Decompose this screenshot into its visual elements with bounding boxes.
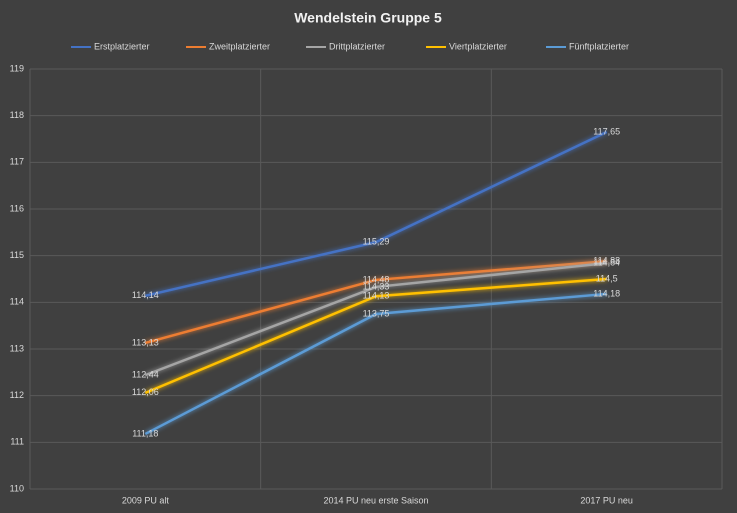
data-label: 113,13 bbox=[132, 337, 159, 347]
series-line bbox=[144, 292, 607, 436]
data-label: 114,48 bbox=[363, 274, 390, 284]
x-tick-label: 2014 PU neu erste Saison bbox=[323, 495, 428, 505]
data-label: 114,13 bbox=[363, 291, 390, 301]
series-line bbox=[144, 261, 607, 377]
y-tick-label: 115 bbox=[10, 250, 24, 260]
data-label: 117,65 bbox=[593, 126, 620, 136]
series-line bbox=[145, 260, 607, 345]
y-tick-label: 119 bbox=[10, 63, 24, 73]
data-label: 112,44 bbox=[132, 370, 159, 380]
y-tick-label: 113 bbox=[10, 343, 24, 353]
legend-label: Erstplatzierter bbox=[94, 41, 150, 51]
series-line bbox=[145, 130, 608, 298]
data-label: 114,84 bbox=[593, 258, 620, 268]
data-label: 112,06 bbox=[132, 387, 159, 397]
chart-title: Wendelstein Gruppe 5 bbox=[294, 10, 442, 26]
y-tick-label: 117 bbox=[10, 157, 24, 167]
x-tick-label: 2009 PU alt bbox=[122, 495, 170, 505]
legend-label: Zweitplatzierter bbox=[209, 41, 270, 51]
data-label: 114,18 bbox=[593, 288, 620, 298]
x-tick-label: 2017 PU neu bbox=[580, 495, 633, 505]
legend-label: Drittplatzierter bbox=[329, 41, 385, 51]
y-tick-label: 114 bbox=[10, 297, 24, 307]
data-label: 114,33 bbox=[363, 281, 390, 291]
data-label: 111,18 bbox=[132, 428, 158, 438]
data-label: 114,88 bbox=[593, 256, 620, 266]
y-tick-label: 112 bbox=[10, 390, 24, 400]
data-label: 113,75 bbox=[363, 308, 390, 318]
data-label: 115,29 bbox=[363, 237, 390, 247]
legend-label: Viertplatzierter bbox=[449, 41, 507, 51]
y-tick-label: 118 bbox=[10, 110, 24, 120]
data-label: 114,5 bbox=[596, 273, 618, 283]
legend-label: Fünftplatzierter bbox=[569, 41, 629, 51]
data-label: 114,14 bbox=[132, 290, 159, 300]
y-tick-label: 110 bbox=[10, 483, 24, 493]
y-tick-label: 111 bbox=[10, 437, 24, 447]
series-line bbox=[144, 277, 607, 395]
y-tick-label: 116 bbox=[10, 203, 24, 213]
